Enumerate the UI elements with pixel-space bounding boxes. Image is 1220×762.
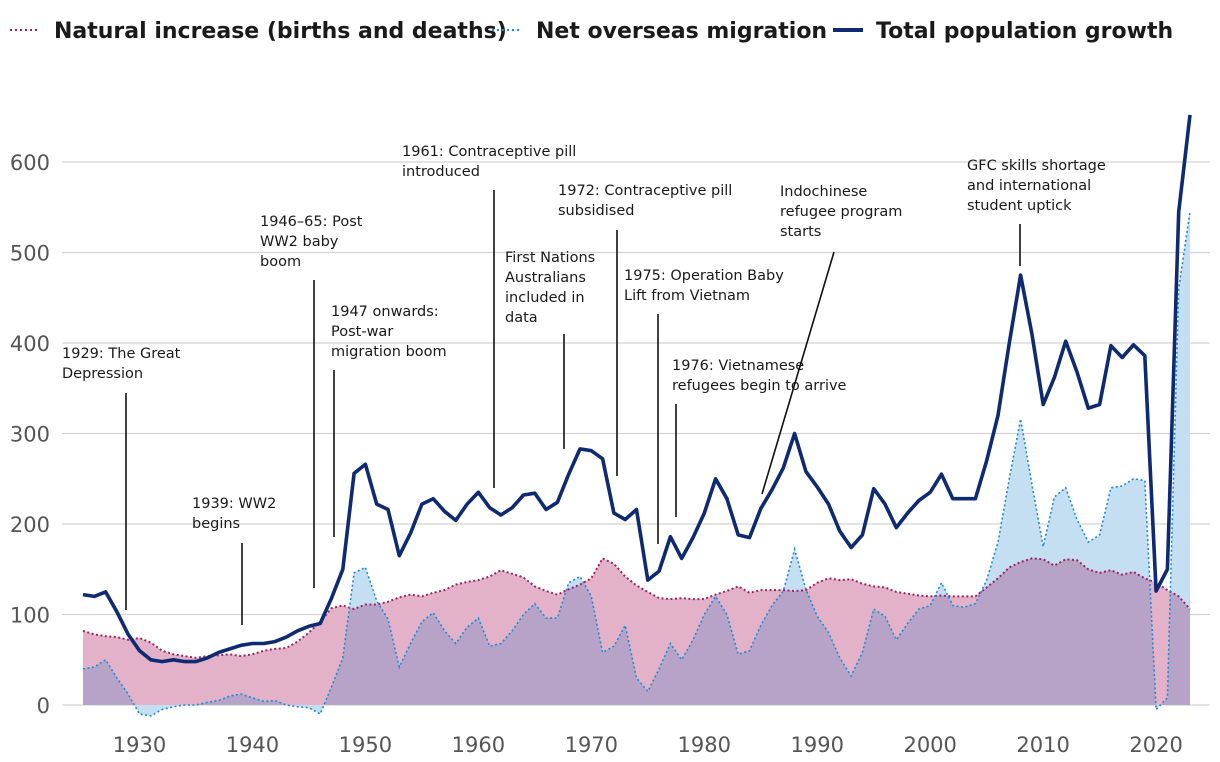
legend: Natural increase (births and deaths) Net… <box>10 19 1173 44</box>
annotation-text-2008: student uptick <box>967 198 1072 214</box>
annotation-text-1985: Indochinese <box>780 184 867 200</box>
annotation-text-2008: and international <box>967 178 1091 194</box>
x-tick-label-2000: 2000 <box>903 733 956 757</box>
x-tick-label-1990: 1990 <box>791 733 844 757</box>
net-migration-line <box>82 211 1191 717</box>
x-tick-label-2010: 2010 <box>1016 733 1069 757</box>
annotation-text-1946: boom <box>260 254 301 270</box>
x-tick-label-1940: 1940 <box>226 733 279 757</box>
x-tick-label-1930: 1930 <box>113 733 166 757</box>
annotation-text-1946: 1946–65: Post <box>260 214 363 230</box>
y-tick-label-300: 300 <box>10 423 50 447</box>
data-lines <box>82 114 1192 717</box>
y-tick-label-200: 200 <box>10 513 50 537</box>
net-migration-area <box>83 211 1190 716</box>
annotation-text-1929: Depression <box>62 366 143 382</box>
annotation-text-1961: 1961: Contraceptive pill <box>402 144 576 160</box>
annotation-text-1961: introduced <box>402 164 480 180</box>
annotation-text-1967: First Nations <box>505 250 595 266</box>
annotations: 1929: The Great Depression 1939: WW2 begins… <box>62 144 1106 625</box>
x-tick-label-1970: 1970 <box>565 733 618 757</box>
annotation-leader-1985 <box>761 251 835 495</box>
annotation-text-1985: starts <box>780 224 821 240</box>
legend-label-migration: Net overseas migration <box>536 19 827 44</box>
annotation-text-1947: 1947 onwards: <box>331 304 439 320</box>
annotation-text-1947: migration boom <box>331 344 447 360</box>
y-tick-label-100: 100 <box>10 604 50 628</box>
y-axis-ticks: 0 100 200 300 400 500 600 <box>10 151 50 718</box>
x-tick-label-1960: 1960 <box>452 733 505 757</box>
legend-label-total: Total population growth <box>876 19 1173 44</box>
total-growth-line <box>82 114 1192 664</box>
annotation-text-1972: 1972: Contraceptive pill <box>558 183 732 199</box>
x-axis-ticks: 1930 1940 1950 1960 1970 1980 1990 2000 2010 2020 <box>113 733 1183 757</box>
annotation-text-1967: data <box>505 310 538 326</box>
y-tick-label-400: 400 <box>10 332 50 356</box>
annotation-text-1946: WW2 baby <box>260 234 339 250</box>
annotation-text-1947: Post-war <box>331 324 393 340</box>
annotation-text-1976: refugees begin to arrive <box>672 378 847 394</box>
annotation-text-1985: refugee program <box>780 204 902 220</box>
annotation-text-1975: 1975: Operation Baby <box>624 268 784 284</box>
annotation-text-1972: subsidised <box>558 203 634 219</box>
y-tick-label-0: 0 <box>37 694 50 718</box>
x-tick-label-1980: 1980 <box>678 733 731 757</box>
annotation-text-1967: included in <box>505 290 585 306</box>
legend-label-natural: Natural increase (births and deaths) <box>54 19 507 44</box>
annotation-text-1939: begins <box>192 516 240 532</box>
annotation-text-1976: 1976: Vietnamese <box>672 358 804 374</box>
annotation-text-1975: Lift from Vietnam <box>624 288 750 304</box>
x-tick-label-2020: 2020 <box>1129 733 1182 757</box>
y-tick-label-600: 600 <box>10 151 50 175</box>
x-tick-label-1950: 1950 <box>339 733 392 757</box>
annotation-text-2008: GFC skills shortage <box>967 158 1106 174</box>
annotation-text-1929: 1929: The Great <box>62 346 181 362</box>
annotation-text-1967: Australians <box>505 270 586 286</box>
y-tick-label-500: 500 <box>10 242 50 266</box>
annotation-text-1939: 1939: WW2 <box>192 496 276 512</box>
